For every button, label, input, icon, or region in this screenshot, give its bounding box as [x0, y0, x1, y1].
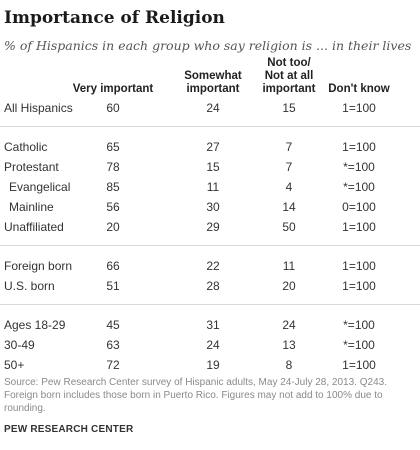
table-cell: 7: [285, 160, 293, 174]
table-cell: 24: [206, 101, 220, 115]
table-cell: 1=100: [342, 259, 376, 273]
table-row: Evangelical 85 11 4 *=100: [0, 179, 420, 195]
column-header: Don't know: [328, 83, 390, 95]
table-row: U.S. born 51 28 20 1=100: [0, 278, 420, 294]
table-cell: 56: [106, 200, 120, 214]
table-cell: 7: [285, 140, 293, 154]
table-cell: 19: [206, 358, 220, 372]
table-cell: 66: [106, 259, 120, 273]
row-label: All Hispanics: [4, 101, 73, 115]
table-row: Catholic 65 27 7 1=100: [0, 139, 420, 155]
column-header: Somewhat important: [184, 70, 242, 95]
group-divider: [0, 126, 420, 127]
table-cell: 22: [206, 259, 220, 273]
table-cell: 51: [106, 279, 120, 293]
table-cell: 1=100: [342, 101, 376, 115]
table-cell: 1=100: [342, 220, 376, 234]
table-row: Protestant 78 15 7 *=100: [0, 159, 420, 175]
row-label: Evangelical: [9, 180, 71, 194]
table-row: Unaffiliated 20 29 50 1=100: [0, 219, 420, 235]
table-cell: 20: [106, 220, 120, 234]
table-cell: 45: [106, 318, 120, 332]
table-cell: *=100: [343, 318, 375, 332]
table-cell: 29: [206, 220, 220, 234]
table-cell: 24: [282, 318, 296, 332]
table-row: Foreign born 66 22 11 1=100: [0, 258, 420, 274]
table-row: 30-49 63 24 13 *=100: [0, 337, 420, 353]
table-cell: 14: [282, 200, 296, 214]
row-label: U.S. born: [4, 279, 55, 293]
table-cell: 31: [206, 318, 220, 332]
table-cell: *=100: [343, 338, 375, 352]
table-cell: 1=100: [342, 358, 376, 372]
table-cell: 0=100: [342, 200, 376, 214]
source-note: Source: Pew Research Center survey of Hi…: [4, 377, 387, 414]
row-label: 30-49: [4, 338, 35, 352]
table-cell: 85: [106, 180, 120, 194]
row-label: 50+: [4, 358, 25, 372]
table-cell: 27: [206, 140, 220, 154]
table-cell: 1=100: [342, 279, 376, 293]
column-header: Very important: [72, 83, 154, 95]
table-cell: 63: [106, 338, 120, 352]
table-cell: 13: [282, 338, 296, 352]
row-label: Unaffiliated: [4, 220, 64, 234]
table-cell: 15: [282, 101, 296, 115]
table-cell: 24: [206, 338, 220, 352]
table-cell: 28: [206, 279, 220, 293]
chart-title: Importance of Religion: [4, 8, 225, 28]
table-cell: 15: [206, 160, 220, 174]
row-label: Catholic: [4, 140, 48, 154]
table-row: Mainline 56 30 14 0=100: [0, 199, 420, 215]
table-cell: 72: [106, 358, 120, 372]
table-row: All Hispanics 60 24 15 1=100: [0, 100, 420, 116]
table-cell: 4: [285, 180, 293, 194]
table-row: 50+ 72 19 8 1=100: [0, 357, 420, 373]
table-row: Ages 18-29 45 31 24 *=100: [0, 317, 420, 333]
table-cell: 50: [282, 220, 296, 234]
column-header: Not too/Not at all important: [262, 57, 316, 95]
table-cell: 20: [282, 279, 296, 293]
chart-subtitle: % of Hispanics in each group who say rel…: [4, 38, 412, 53]
table-cell: 1=100: [342, 140, 376, 154]
table-cell: 78: [106, 160, 120, 174]
table-cell: *=100: [343, 160, 375, 174]
table-cell: 11: [206, 180, 220, 194]
row-label: Foreign born: [4, 259, 73, 273]
table-cell: *=100: [343, 180, 375, 194]
table-cell: 30: [206, 200, 220, 214]
table-cell: 65: [106, 140, 120, 154]
row-label: Protestant: [4, 160, 59, 174]
credit-label: PEW RESEARCH CENTER: [4, 424, 134, 435]
table-cell: 60: [106, 101, 120, 115]
table-cell: 8: [285, 358, 293, 372]
group-divider: [0, 245, 420, 246]
table-cell: 11: [282, 259, 296, 273]
group-divider: [0, 304, 420, 305]
row-label: Mainline: [9, 200, 54, 214]
row-label: Ages 18-29: [4, 318, 66, 332]
